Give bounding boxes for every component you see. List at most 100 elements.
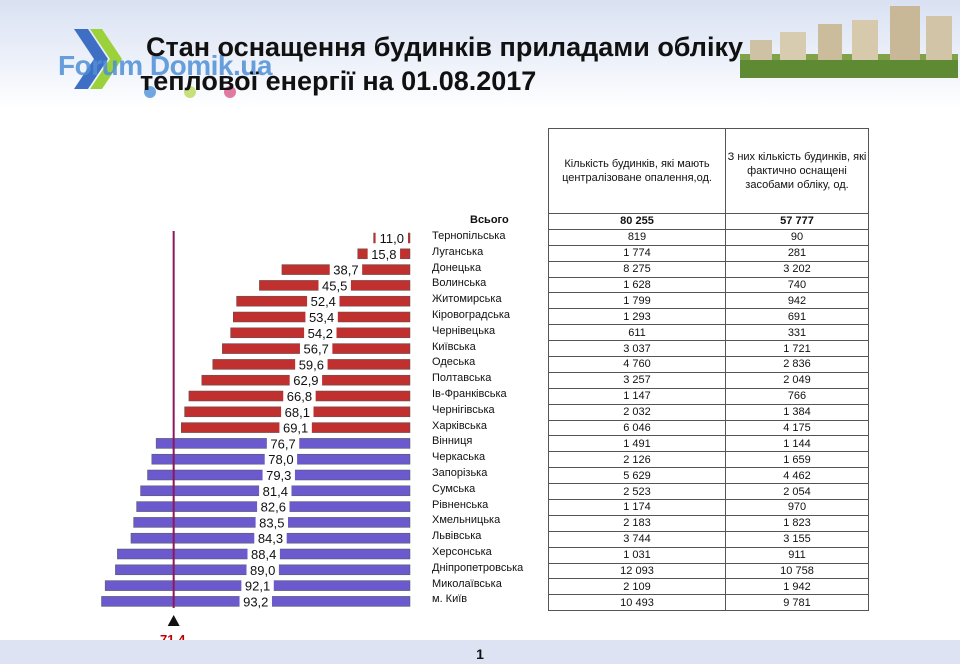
data-label: 88,4 bbox=[251, 547, 276, 562]
buildings-image bbox=[740, 6, 958, 78]
data-label: 92,1 bbox=[245, 579, 270, 594]
table-row: 1 147 766 bbox=[548, 387, 869, 405]
region-label: Донецька bbox=[432, 261, 482, 274]
page-title-line2: теплової енергії на 01.08.2017 bbox=[140, 66, 537, 96]
table-row: 12 093 10 758 bbox=[548, 562, 869, 580]
table-cell-c1: 2 523 bbox=[548, 483, 726, 501]
region-label: Київська bbox=[432, 340, 476, 353]
table-row: 2 032 1 384 bbox=[548, 403, 869, 421]
total-c1: 80 255 bbox=[548, 213, 726, 230]
logo-dot-green bbox=[184, 86, 196, 98]
data-label: 38,7 bbox=[333, 263, 358, 278]
average-marker-icon bbox=[167, 615, 180, 626]
data-label-bg bbox=[239, 594, 272, 609]
data-label: 93,2 bbox=[243, 594, 268, 609]
data-label: 11,0 bbox=[380, 231, 404, 246]
data-label-bg bbox=[367, 246, 401, 261]
table-cell-c1: 5 629 bbox=[548, 467, 726, 485]
table-row: 2 126 1 659 bbox=[548, 451, 869, 469]
data-label-bg bbox=[307, 294, 340, 309]
table-cell-c1: 1 147 bbox=[548, 387, 726, 405]
region-label: Ів-Франківська bbox=[432, 388, 507, 400]
data-label: 62,9 bbox=[293, 373, 318, 388]
data-label: 76,7 bbox=[270, 436, 295, 451]
table-cell-c1: 2 109 bbox=[548, 578, 726, 596]
table-cell-c2: 766 bbox=[725, 387, 869, 405]
data-label: 53,4 bbox=[309, 310, 334, 325]
table-cell-c2: 90 bbox=[725, 228, 869, 246]
page-title-line1: Стан оснащення будинків приладами обліку bbox=[146, 32, 743, 62]
table-cell-c1: 1 491 bbox=[548, 435, 726, 453]
table-row: 8 275 3 202 bbox=[548, 260, 869, 278]
region-label: Житомирська bbox=[432, 293, 502, 306]
table-total-row: 80 255 57 777 bbox=[548, 213, 869, 230]
table-cell-c2: 740 bbox=[725, 276, 869, 294]
region-label: Полтавська bbox=[432, 372, 492, 385]
table-row: 1 628 740 bbox=[548, 276, 869, 294]
table-cell-c1: 611 bbox=[548, 324, 726, 342]
table-row: 5 629 4 462 bbox=[548, 467, 869, 485]
region-label: Одеська bbox=[432, 356, 476, 369]
data-label: 69,1 bbox=[283, 421, 308, 436]
page-title: Стан оснащення будинків приладами обліку… bbox=[140, 30, 743, 98]
table-cell-c2: 2 836 bbox=[725, 356, 869, 373]
data-label: 54,2 bbox=[308, 326, 333, 341]
data-label: 84,3 bbox=[258, 531, 283, 546]
data-label-bg bbox=[305, 310, 338, 324]
region-label: Запорізька bbox=[432, 467, 488, 479]
region-label: Вінниця bbox=[432, 435, 473, 448]
data-label-bg bbox=[318, 278, 351, 293]
data-label-bg bbox=[375, 231, 408, 245]
table-cell-c1: 4 760 bbox=[548, 356, 726, 373]
data-label-bg bbox=[257, 499, 290, 514]
region-label: Рівненська bbox=[432, 498, 489, 511]
page-number: 1 bbox=[476, 646, 484, 662]
table-cell-c2: 2 054 bbox=[725, 483, 869, 501]
table-cell-c1: 6 046 bbox=[548, 419, 726, 437]
table-cell-c2: 970 bbox=[725, 499, 869, 516]
data-label-bg bbox=[241, 578, 274, 593]
table-row: 2 523 2 054 bbox=[548, 483, 869, 501]
forum-logo: Forum Domik.ua bbox=[56, 20, 326, 100]
table-cell-c2: 1 942 bbox=[725, 578, 869, 596]
region-label: Дніпропетровська bbox=[432, 561, 524, 574]
table-cell-c1: 1 031 bbox=[548, 546, 726, 564]
table-cell-c1: 3 744 bbox=[548, 530, 726, 548]
table-row: 3 744 3 155 bbox=[548, 530, 869, 548]
data-label-bg bbox=[264, 452, 298, 467]
col1-header: Кількість будинків, які мають централізо… bbox=[548, 128, 726, 214]
table-cell-c2: 1 659 bbox=[725, 451, 869, 469]
data-label: 78,0 bbox=[268, 452, 293, 467]
data-label-bg bbox=[279, 420, 312, 435]
table-cell-c1: 1 174 bbox=[548, 499, 726, 516]
table-cell-c1: 8 275 bbox=[548, 260, 726, 278]
table-cell-c1: 3 257 bbox=[548, 371, 726, 389]
total-label: Всього bbox=[470, 214, 509, 226]
data-label-bg bbox=[304, 325, 337, 340]
data-label: 59,6 bbox=[299, 357, 324, 372]
data-label: 83,5 bbox=[259, 515, 284, 530]
table-cell-c1: 1 774 bbox=[548, 244, 726, 262]
table-row: 6 046 4 175 bbox=[548, 419, 869, 437]
region-label: м. Київ bbox=[432, 593, 468, 606]
data-label: 79,3 bbox=[266, 468, 291, 483]
data-label-bg bbox=[299, 341, 333, 356]
data-label: 68,1 bbox=[285, 405, 310, 420]
data-label-bg bbox=[283, 389, 316, 403]
data-label: 66,8 bbox=[287, 389, 312, 404]
region-label: Львівська bbox=[432, 530, 482, 543]
table-cell-c2: 10 758 bbox=[725, 562, 869, 580]
region-label: Луганська bbox=[432, 245, 484, 258]
region-label: Херсонська bbox=[432, 546, 492, 558]
table-row: 4 760 2 836 bbox=[548, 356, 869, 373]
table-cell-c1: 3 037 bbox=[548, 340, 726, 358]
table-cell-c2: 691 bbox=[725, 308, 869, 326]
data-label-bg bbox=[289, 373, 323, 388]
table-cell-c2: 1 384 bbox=[725, 403, 869, 421]
table-row: 1 174 970 bbox=[548, 499, 869, 516]
table-cell-c2: 1 721 bbox=[725, 340, 869, 358]
region-label: Хмельницька bbox=[432, 514, 501, 527]
chevron-logo-icon bbox=[74, 29, 122, 89]
table-cell-c2: 4 175 bbox=[725, 419, 869, 437]
data-label-bg bbox=[246, 562, 279, 577]
